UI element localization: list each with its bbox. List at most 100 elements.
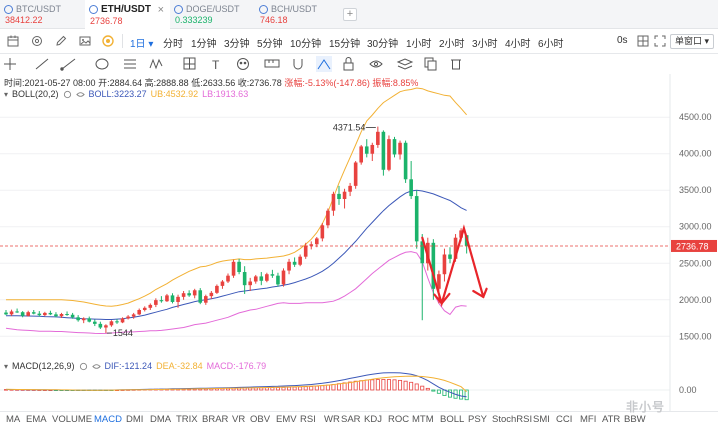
candle[interactable] <box>126 315 130 320</box>
settings-icon[interactable] <box>79 362 88 371</box>
candle[interactable] <box>320 223 325 242</box>
candle[interactable] <box>198 288 203 305</box>
candle[interactable] <box>409 161 413 199</box>
candle[interactable] <box>109 320 114 327</box>
tab-bch[interactable]: BCH/USDT 746.18 <box>255 0 340 29</box>
candle[interactable] <box>337 185 341 205</box>
candle[interactable] <box>159 296 164 303</box>
candle[interactable] <box>70 312 75 319</box>
candle[interactable] <box>31 309 36 315</box>
candle[interactable] <box>281 268 286 287</box>
indicator-tab-atr[interactable]: ATR <box>602 414 621 425</box>
candle[interactable] <box>220 280 225 289</box>
wave-icon[interactable] <box>149 58 163 70</box>
candle[interactable] <box>26 310 30 317</box>
candle[interactable] <box>48 310 53 316</box>
copy-icon[interactable] <box>424 57 437 71</box>
candle[interactable] <box>9 309 14 316</box>
indicator-tab-boll[interactable]: BOLL <box>440 414 465 425</box>
candle[interactable] <box>43 311 47 317</box>
candle[interactable] <box>204 294 208 305</box>
indicator-tab-trix[interactable]: TRIX <box>176 414 198 425</box>
candle[interactable] <box>131 312 136 319</box>
price-chart[interactable]: 1500.00 2000.00 2500.00 3000.00 3500.00 4000.… <box>0 74 718 356</box>
tab-doge[interactable]: DOGE/USDT 0.333239 <box>170 0 255 29</box>
macd-chart[interactable]: 0.00 <box>0 356 718 411</box>
calendar-icon[interactable] <box>6 34 20 48</box>
candle[interactable] <box>392 136 397 158</box>
eye-icon[interactable] <box>369 60 383 68</box>
target-icon[interactable] <box>101 34 115 48</box>
layout-dropdown-button[interactable]: 单窗口 ▾ <box>670 34 714 49</box>
candle[interactable] <box>431 239 436 300</box>
candle[interactable] <box>54 312 58 318</box>
candle[interactable] <box>120 317 125 324</box>
pencil-icon[interactable] <box>54 34 68 48</box>
indicator-tab-obv[interactable]: OBV <box>250 414 271 425</box>
candle[interactable] <box>226 273 230 283</box>
interval-dropdown[interactable]: 1日 ▾ <box>130 35 153 50</box>
candle[interactable] <box>187 290 191 297</box>
indicator-tab-cci[interactable]: CCI <box>556 414 573 425</box>
candle[interactable] <box>387 135 391 172</box>
candle[interactable] <box>192 288 197 299</box>
candle[interactable] <box>242 266 247 294</box>
indicator-tab-stochrsi[interactable]: StochRSI <box>492 414 533 425</box>
indicator-tab-rsi[interactable]: RSI <box>300 414 316 425</box>
grid-icon[interactable] <box>636 34 650 48</box>
indicator-tab-mtm[interactable]: MTM <box>412 414 434 425</box>
candle[interactable] <box>4 309 8 316</box>
indicator-tab-mfi[interactable]: MFI <box>580 414 597 425</box>
candle[interactable] <box>420 234 425 321</box>
interval-10m[interactable]: 10分钟 <box>290 39 322 50</box>
candle[interactable] <box>87 316 92 323</box>
candle[interactable] <box>326 208 330 229</box>
candle[interactable] <box>81 317 86 324</box>
candle[interactable] <box>348 182 352 197</box>
chevron-down-icon[interactable]: ▾ <box>4 89 9 99</box>
interval-30m[interactable]: 30分钟 <box>367 39 399 50</box>
candle[interactable] <box>237 258 241 275</box>
fullscreen-icon[interactable] <box>653 34 667 48</box>
candle[interactable] <box>115 319 119 324</box>
candle[interactable] <box>181 291 186 300</box>
tab-eth[interactable]: ETH/USDT 2736.78 × <box>85 0 170 29</box>
drawn-arrow[interactable] <box>421 224 488 308</box>
smile-icon[interactable] <box>237 58 249 70</box>
candle[interactable] <box>248 277 252 292</box>
candle[interactable] <box>364 139 369 158</box>
candle[interactable] <box>142 306 147 312</box>
indicator-tab-dmi[interactable]: DMI <box>126 414 144 425</box>
candle[interactable] <box>215 284 219 294</box>
candle[interactable] <box>137 308 141 316</box>
eye-icon[interactable] <box>91 362 101 371</box>
candle[interactable] <box>154 298 158 308</box>
candle[interactable] <box>287 258 291 275</box>
image-icon[interactable] <box>78 34 92 48</box>
indicator-tab-volume[interactable]: VOLUME <box>52 414 93 425</box>
candle[interactable] <box>265 272 269 283</box>
candle[interactable] <box>353 161 358 189</box>
pen-active-icon[interactable] <box>316 56 332 72</box>
lock-icon[interactable] <box>343 57 354 71</box>
settings-icon[interactable] <box>63 90 72 99</box>
candle[interactable] <box>315 236 319 248</box>
text-icon[interactable]: T <box>212 58 220 72</box>
interval-1m[interactable]: 1分钟 <box>191 39 217 50</box>
trash-icon[interactable] <box>451 59 461 70</box>
candle[interactable] <box>176 294 180 308</box>
candle[interactable] <box>292 257 297 267</box>
candle[interactable] <box>403 140 408 183</box>
interval-5m[interactable]: 5分钟 <box>257 39 283 50</box>
candle[interactable] <box>442 248 447 282</box>
candle[interactable] <box>298 254 302 267</box>
interval-6h[interactable]: 6小时 <box>538 39 564 50</box>
candle[interactable] <box>170 293 175 304</box>
interval-3m[interactable]: 3分钟 <box>224 39 250 50</box>
indicator-tab-brar[interactable]: BRAR <box>202 414 229 425</box>
candle[interactable] <box>20 311 25 318</box>
ray-line-icon[interactable] <box>60 58 76 71</box>
indicator-tab-smi[interactable]: SMI <box>533 414 550 425</box>
indicator-tab-kdj[interactable]: KDJ <box>364 414 382 425</box>
indicator-tab-bbw[interactable]: BBW <box>624 414 646 425</box>
